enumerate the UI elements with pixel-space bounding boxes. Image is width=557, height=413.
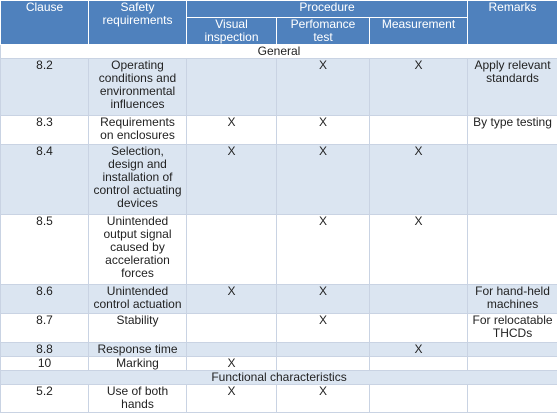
measurement-cell xyxy=(368,313,469,343)
remarks-cell xyxy=(467,342,557,357)
performance-cell: X xyxy=(276,313,370,343)
visual-cell: X xyxy=(186,384,277,413)
visual-cell xyxy=(186,313,277,343)
measurement-cell: X xyxy=(368,214,469,285)
safety-requirements-header: Safety requirements xyxy=(88,0,187,45)
visual-inspection-header: Visual inspection xyxy=(186,17,277,45)
performance-cell: X xyxy=(276,144,370,215)
procedure-header: Procedure xyxy=(185,0,469,18)
requirement-cell: Unintended control actuation xyxy=(88,284,187,314)
remarks-cell xyxy=(467,384,557,413)
performance-cell: X xyxy=(276,58,370,116)
remarks-cell xyxy=(467,214,557,285)
performance-test-header: Perfomance test xyxy=(276,17,370,45)
clause-cell: 10 xyxy=(0,356,89,371)
performance-cell xyxy=(276,356,370,371)
measurement-cell xyxy=(368,356,469,371)
remarks-cell: For relocatable THCDs xyxy=(467,313,557,343)
visual-cell: X xyxy=(186,284,277,314)
requirement-cell: Selection, design and installation of co… xyxy=(88,144,187,215)
table-row: 8.4 Selection, design and installation o… xyxy=(0,144,557,215)
visual-cell: X xyxy=(186,144,277,215)
clause-cell: 8.8 xyxy=(0,342,89,357)
visual-cell: X xyxy=(186,356,277,371)
performance-cell: X xyxy=(276,115,370,145)
visual-cell: X xyxy=(186,115,277,145)
section-functional: Functional characteristics xyxy=(0,370,557,385)
table-row: 8.2 Operating conditions and environment… xyxy=(0,58,557,116)
measurement-cell xyxy=(368,115,469,145)
requirement-cell: Requirements on enclosures xyxy=(88,115,187,145)
performance-cell: X xyxy=(276,214,370,285)
table-row: 8.3 Requirements on enclosures X X By ty… xyxy=(0,115,557,145)
remarks-cell: For hand-held machines xyxy=(467,284,557,314)
measurement-cell: X xyxy=(368,342,469,357)
clause-cell: 8.4 xyxy=(0,144,89,215)
measurement-cell xyxy=(368,384,469,413)
clause-cell: 8.7 xyxy=(0,313,89,343)
visual-cell xyxy=(186,58,277,116)
measurement-header: Measurement xyxy=(368,17,469,45)
requirement-cell: Response time xyxy=(88,342,187,357)
measurement-cell: X xyxy=(368,144,469,215)
remarks-cell: By type testing xyxy=(467,115,557,145)
measurement-cell: X xyxy=(368,58,469,116)
table-row: 8.8 Response time X xyxy=(0,342,557,357)
performance-cell xyxy=(276,342,370,357)
clause-cell: 8.5 xyxy=(0,214,89,285)
visual-cell xyxy=(186,214,277,285)
remarks-header: Remarks xyxy=(467,0,557,45)
clause-header: Clause xyxy=(0,0,89,45)
clause-cell: 8.3 xyxy=(0,115,89,145)
clause-cell: 8.6 xyxy=(0,284,89,314)
requirement-cell: Operating conditions and environmental i… xyxy=(88,58,187,116)
performance-cell: X xyxy=(276,384,370,413)
measurement-cell xyxy=(368,284,469,314)
table-row: 10 Marking X xyxy=(0,356,557,371)
clause-cell: 5.2 xyxy=(0,384,89,413)
table-row: 8.5 Unintended output signal caused by a… xyxy=(0,214,557,285)
remarks-cell xyxy=(467,356,557,371)
visual-cell xyxy=(186,342,277,357)
requirement-cell: Stability xyxy=(88,313,187,343)
requirement-cell: Marking xyxy=(88,356,187,371)
section-general: General xyxy=(0,44,557,59)
clause-cell: 8.2 xyxy=(0,58,89,116)
requirement-cell: Use of both hands xyxy=(88,384,187,413)
table-row: 8.6 Unintended control actuation X X For… xyxy=(0,284,557,314)
requirement-cell: Unintended output signal caused by accel… xyxy=(88,214,187,285)
remarks-cell xyxy=(467,144,557,215)
remarks-cell: Apply relevant standards xyxy=(467,58,557,116)
performance-cell: X xyxy=(276,284,370,314)
table-row: 8.7 Stability X For relocatable THCDs xyxy=(0,313,557,343)
table-row: 5.2 Use of both hands X X xyxy=(0,384,557,413)
